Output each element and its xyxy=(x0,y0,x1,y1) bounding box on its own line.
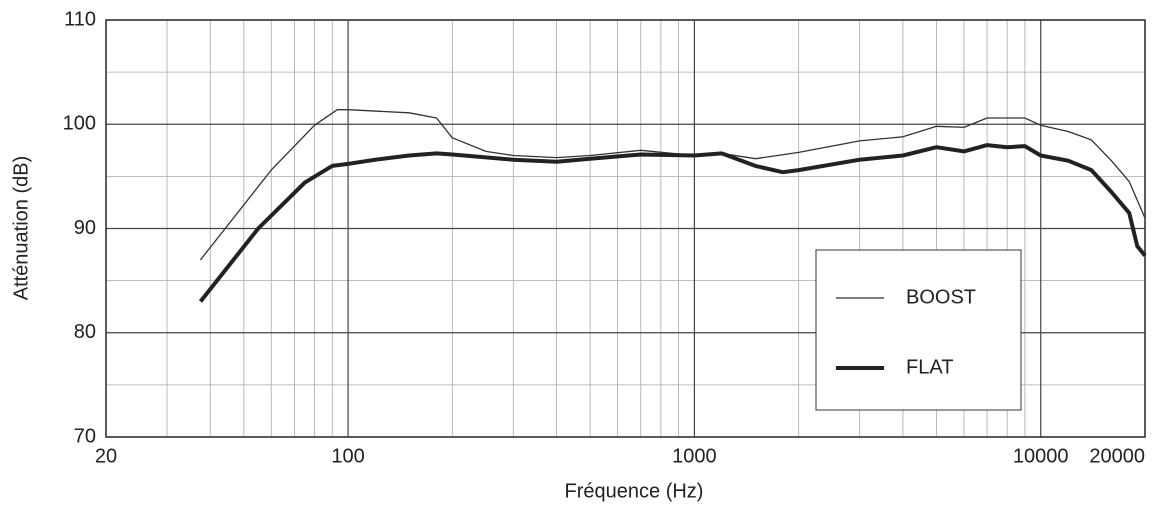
x-tick-label: 100 xyxy=(331,445,364,467)
legend-label: FLAT xyxy=(906,356,953,378)
series-line xyxy=(198,143,1147,303)
y-tick-label: 70 xyxy=(74,425,96,447)
x-tick-label: 1000 xyxy=(672,445,717,467)
series-line xyxy=(199,109,1146,261)
y-tick-label: 110 xyxy=(64,8,96,30)
y-tick-label: 80 xyxy=(74,321,96,343)
y-axis-label: Atténuation (dB) xyxy=(10,156,32,301)
legend-box xyxy=(815,249,1022,411)
y-tick-label: 90 xyxy=(74,217,96,239)
y-tick-label: 100 xyxy=(63,113,96,135)
legend-label: BOOST xyxy=(906,286,976,308)
x-tick-label: 20000 xyxy=(1089,445,1145,467)
x-tick-label: 20 xyxy=(95,445,117,467)
plot-frame xyxy=(105,19,1146,438)
x-tick-label: 10000 xyxy=(1013,445,1069,467)
x-axis-label: Fréquence (Hz) xyxy=(565,480,704,502)
